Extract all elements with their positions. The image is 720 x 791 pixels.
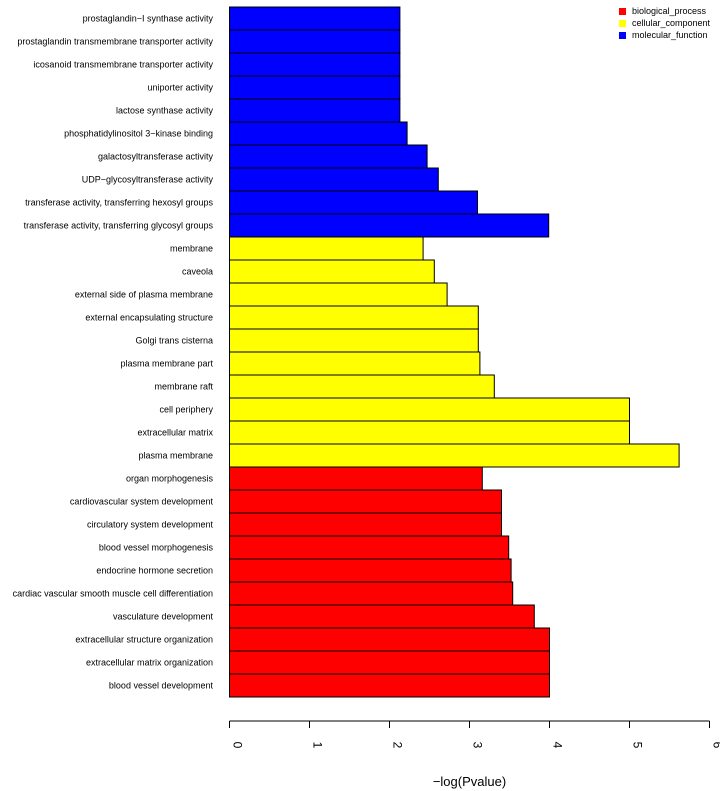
bar-group	[229, 6, 680, 698]
x-tick-label: 4	[551, 742, 565, 749]
category-label: external side of plasma membrane	[75, 290, 213, 300]
bar-biological_process	[229, 466, 483, 491]
category-label: lactose synthase activity	[116, 106, 214, 116]
category-label: circulatory system development	[87, 520, 214, 530]
bar-biological_process	[229, 535, 510, 560]
category-label: cell periphery	[159, 405, 213, 415]
legend-swatch	[619, 20, 626, 27]
x-tick-label: 0	[231, 742, 245, 749]
legend-swatch	[619, 8, 626, 15]
bar-molecular_function	[229, 121, 408, 146]
x-tick-label: 5	[631, 742, 645, 749]
bar-cellular_component	[229, 374, 495, 399]
category-label: external encapsulating structure	[85, 313, 213, 323]
bar-cellular_component	[229, 236, 424, 261]
category-label: prostaglandin transmembrane transporter …	[17, 37, 213, 47]
bar-cellular_component	[229, 397, 630, 422]
category-label: caveola	[182, 267, 213, 277]
category-label: cardiac vascular smooth muscle cell diff…	[13, 589, 213, 599]
category-label: extracellular structure organization	[75, 635, 213, 645]
category-label: icosanoid transmembrane transporter acti…	[33, 60, 213, 70]
bar-molecular_function	[229, 29, 401, 54]
bar-cellular_component	[229, 259, 435, 284]
legend-swatch	[619, 32, 626, 39]
legend-label: biological_process	[632, 6, 707, 16]
category-label: galactosyltransferase activity	[98, 152, 214, 162]
bar-biological_process	[229, 489, 502, 514]
category-label: membrane raft	[154, 382, 213, 392]
bar-molecular_function	[229, 98, 401, 123]
category-label: uniporter activity	[147, 83, 213, 93]
bar-biological_process	[229, 604, 535, 629]
legend-label: cellular_component	[632, 18, 711, 28]
category-label: transferase activity, transferring hexos…	[25, 198, 213, 208]
bar-biological_process	[229, 627, 550, 652]
category-label: transferase activity, transferring glyco…	[24, 221, 214, 231]
bar-molecular_function	[229, 213, 550, 238]
bar-biological_process	[229, 650, 550, 675]
category-label: endocrine hormone secretion	[96, 566, 213, 576]
legend-label: molecular_function	[632, 30, 708, 40]
category-labels: prostaglandin−I synthase activity prostag…	[13, 14, 214, 691]
category-label: organ morphogenesis	[126, 474, 214, 484]
category-label: membrane	[170, 244, 213, 254]
category-label: extracellular matrix	[137, 428, 213, 438]
x-axis-title: −log(Pvalue)	[433, 774, 506, 789]
bar-cellular_component	[229, 328, 479, 353]
bar-biological_process	[229, 581, 514, 606]
legend: biological_process cellular_componentmole…	[619, 6, 711, 40]
bar-cellular_component	[229, 351, 481, 376]
category-label: plasma membrane	[138, 451, 213, 461]
category-label: plasma membrane part	[120, 359, 213, 369]
bar-molecular_function	[229, 167, 439, 192]
category-label: prostaglandin−I synthase activity	[83, 14, 214, 24]
bar-biological_process	[229, 673, 550, 698]
bar-cellular_component	[229, 282, 448, 307]
category-label: UDP−glycosyltransferase activity	[82, 175, 214, 185]
bar-molecular_function	[229, 75, 401, 100]
bar-biological_process	[229, 558, 512, 583]
bar-molecular_function	[229, 144, 428, 169]
bar-cellular_component	[229, 443, 680, 468]
bar-molecular_function	[229, 52, 401, 77]
bar-cellular_component	[229, 420, 630, 445]
x-axis: 0 1 2 3 4 5 6	[229, 720, 720, 749]
x-tick-label: 3	[471, 742, 485, 749]
category-label: cardiovascular system development	[70, 497, 214, 507]
category-label: blood vessel development	[109, 681, 214, 691]
category-label: phosphatidylinositol 3−kinase binding	[64, 129, 213, 139]
x-tick-label: 1	[311, 742, 325, 749]
bar-biological_process	[229, 512, 502, 537]
category-label: extracellular matrix organization	[86, 658, 213, 668]
x-tick-label: 2	[391, 742, 405, 749]
category-label: vasculature development	[113, 612, 214, 622]
category-label: Golgi trans cisterna	[135, 336, 213, 346]
x-tick-label: 6	[711, 742, 720, 749]
bar-molecular_function	[229, 190, 478, 215]
bar-molecular_function	[229, 6, 401, 31]
category-label: blood vessel morphogenesis	[99, 543, 214, 553]
bar-cellular_component	[229, 305, 479, 330]
